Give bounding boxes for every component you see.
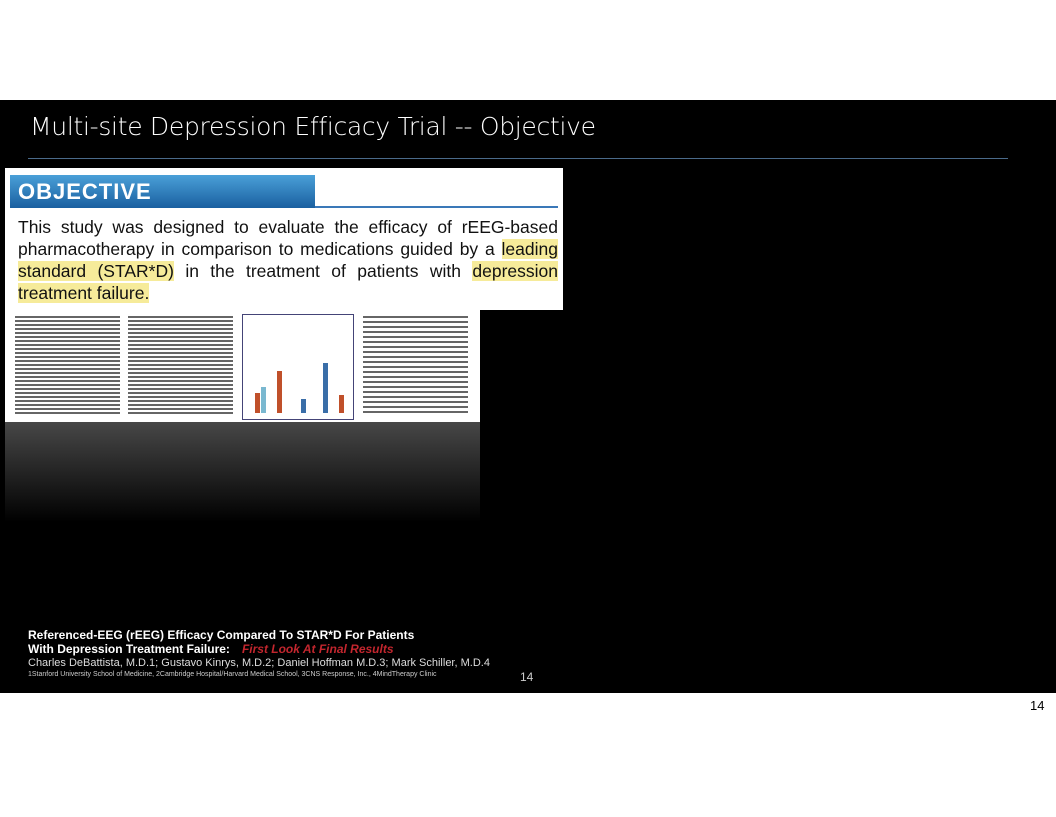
poster-bar [301,399,306,413]
slide-title: Multi-site Depression Efficacy Trial -- … [30,112,596,141]
objective-text: This study was designed to evaluate the … [18,216,558,304]
objective-heading: OBJECTIVE [10,175,315,208]
title-divider [28,158,1008,159]
objective-text-part: This study was designed to evaluate the … [18,217,558,259]
poster-column [128,316,233,416]
poster-affiliations: 1Stanford University School of Medicine,… [28,671,437,678]
poster-bar [261,387,266,413]
objective-callout: OBJECTIVE This study was designed to eva… [5,168,563,310]
poster-title-highlight: First Look At Final Results [241,642,394,656]
poster-authors: Charles DeBattista, M.D.1; Gustavo Kinry… [28,657,490,669]
poster-bar [323,363,328,413]
poster-column [363,316,468,416]
objective-underline [315,206,558,208]
poster-reflection [5,422,480,522]
inner-page-number: 14 [520,670,534,684]
poster-bar [255,393,260,413]
poster-title-line2: With Depression Treatment Failure: [28,642,230,656]
poster-image [5,310,480,422]
poster-title-line1: Referenced-EEG (rEEG) Efficacy Compared … [28,628,415,642]
slide: Multi-site Depression Efficacy Trial -- … [0,100,1056,693]
objective-text-part: in the treatment of patients with [173,261,473,281]
page-number: 14 [1030,698,1045,713]
poster-title-block: Referenced-EEG (rEEG) Efficacy Compared … [28,628,490,680]
poster-bar [277,371,282,413]
poster-figure [242,314,354,420]
poster-bar [339,395,344,413]
poster-column [15,316,120,416]
